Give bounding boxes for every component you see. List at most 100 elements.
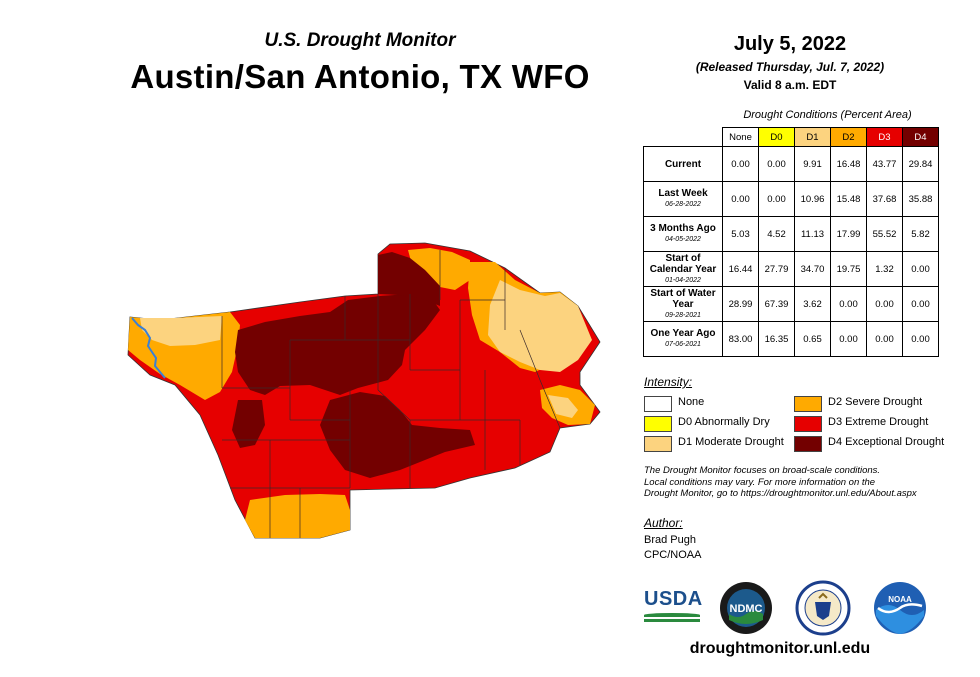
table-row-current: Current 0.00 0.00 9.91 16.48 43.77 29.84	[643, 146, 939, 182]
legend-label: D1 Moderate Drought	[678, 436, 784, 448]
cell: 5.03	[722, 216, 759, 252]
cell: 0.00	[866, 286, 903, 322]
doc-seal-logo	[795, 580, 851, 636]
cell: 5.82	[902, 216, 939, 252]
row-label: Current	[643, 146, 723, 182]
col-d1: D1	[794, 127, 831, 147]
cell: 0.00	[758, 146, 795, 182]
note-line: The Drought Monitor focuses on broad-sca…	[644, 465, 881, 476]
cell: 16.44	[722, 251, 759, 287]
cell: 0.00	[830, 321, 867, 357]
cell: 10.96	[794, 181, 831, 217]
cell: 16.48	[830, 146, 867, 182]
author-name: Brad Pugh	[644, 534, 696, 546]
legend-swatch	[794, 396, 822, 412]
map-subtitle: U.S. Drought Monitor	[264, 30, 456, 51]
cell: 0.00	[722, 146, 759, 182]
cell: 4.52	[758, 216, 795, 252]
cell: 67.39	[758, 286, 795, 322]
cell: 55.52	[866, 216, 903, 252]
cell: 37.68	[866, 181, 903, 217]
cell: 83.00	[722, 321, 759, 357]
col-d2: D2	[830, 127, 867, 147]
map-region-d4-south	[320, 392, 475, 478]
table-row-one-year: One Year Ago 07-06-2021 83.00 16.35 0.65 …	[643, 321, 939, 357]
table-row-water-year: Start of Water Year 09-28-2021 28.99 67.3…	[643, 286, 939, 322]
cell: 29.84	[902, 146, 939, 182]
noaa-logo-text: NOAA	[888, 595, 912, 604]
rio-grande-river	[131, 317, 166, 379]
drought-map	[127, 242, 601, 539]
cell: 35.88	[902, 181, 939, 217]
map-region-d4-central	[235, 294, 440, 395]
usda-logo-stripe	[644, 619, 700, 622]
map-title: Austin/San Antonio, TX WFO	[130, 58, 590, 95]
legend-swatch	[794, 416, 822, 432]
website-link[interactable]: droughtmonitor.unl.edu	[689, 640, 871, 657]
cell: 15.48	[830, 181, 867, 217]
cell: 0.65	[794, 321, 831, 357]
author-title: Author:	[644, 516, 683, 530]
legend-title: Intensity:	[644, 375, 693, 389]
legend-swatch	[794, 436, 822, 452]
col-d0: D0	[758, 127, 795, 147]
cell: 16.35	[758, 321, 795, 357]
cell: 0.00	[722, 181, 759, 217]
cell: 17.99	[830, 216, 867, 252]
cell: 0.00	[866, 321, 903, 357]
col-d3: D3	[866, 127, 903, 147]
col-d4: D4	[902, 127, 939, 147]
note-line: Drought Monitor, go to https://droughtmo…	[644, 488, 917, 499]
table-caption: Drought Conditions (Percent Area)	[743, 109, 912, 121]
noaa-logo: NOAA	[874, 582, 926, 634]
row-label: Start of Calendar Year 01-04-2022	[643, 251, 723, 287]
map-region-d4-north	[378, 252, 440, 306]
table-header-row: None D0 D1 D2 D3 D4	[643, 127, 939, 147]
cell: 0.00	[902, 251, 939, 287]
cell: 3.62	[794, 286, 831, 322]
valid-time: Valid 8 a.m. EDT	[743, 78, 837, 92]
ndmc-logo: NDMC	[720, 582, 772, 634]
legend-label: D3 Extreme Drought	[828, 416, 929, 428]
cell: 11.13	[794, 216, 831, 252]
usda-logo-text: USDA	[644, 588, 703, 610]
map-region-d4-southwest	[232, 400, 265, 448]
cell: 1.32	[866, 251, 903, 287]
row-label: One Year Ago 07-06-2021	[643, 321, 723, 357]
legend-label: D4 Exceptional Drought	[828, 436, 945, 448]
map-region-d2-north	[408, 248, 470, 290]
map-region-d1-west	[140, 316, 222, 346]
cell: 19.75	[830, 251, 867, 287]
legend-swatch	[644, 416, 672, 432]
legend-swatch	[644, 396, 672, 412]
legend-label: D2 Severe Drought	[828, 396, 923, 408]
legend-label: D0 Abnormally Dry	[678, 416, 770, 428]
cell: 43.77	[866, 146, 903, 182]
row-label: Last Week 06-28-2022	[643, 181, 723, 217]
col-none: None	[722, 127, 759, 147]
table-row-3-months: 3 Months Ago 04-05-2022 5.03 4.52 11.13 1…	[643, 216, 939, 252]
legend-label: None	[678, 396, 705, 408]
cell: 0.00	[758, 181, 795, 217]
county-boundaries	[221, 250, 561, 538]
cell: 34.70	[794, 251, 831, 287]
map-date: July 5, 2022	[733, 33, 847, 55]
author-org: CPC/NOAA	[644, 549, 702, 561]
table-row-last-week: Last Week 06-28-2022 0.00 0.00 10.96 15.4…	[643, 181, 939, 217]
note-line: Local conditions may vary. For more info…	[644, 476, 876, 488]
cell: 28.99	[722, 286, 759, 322]
author-info: Brad Pugh CPC/NOAA	[644, 533, 701, 563]
map-region-d1-south	[548, 395, 578, 418]
map-region-d2-south	[245, 494, 350, 538]
cell: 9.91	[794, 146, 831, 182]
legend-swatch	[644, 436, 672, 452]
cell: 0.00	[830, 286, 867, 322]
release-date: (Released Thursday, Jul. 7, 2022)	[695, 60, 885, 74]
cell: 27.79	[758, 251, 795, 287]
disclaimer-note: The Drought Monitor focuses on broad-sca…	[644, 465, 964, 500]
row-label: Start of Water Year 09-28-2021	[643, 286, 723, 322]
ndmc-logo-text: NDMC	[730, 603, 763, 615]
map-region-d1-east	[488, 280, 592, 372]
row-label: 3 Months Ago 04-05-2022	[643, 216, 723, 252]
table-row-calendar-year: Start of Calendar Year 01-04-2022 16.44 2…	[643, 251, 939, 287]
